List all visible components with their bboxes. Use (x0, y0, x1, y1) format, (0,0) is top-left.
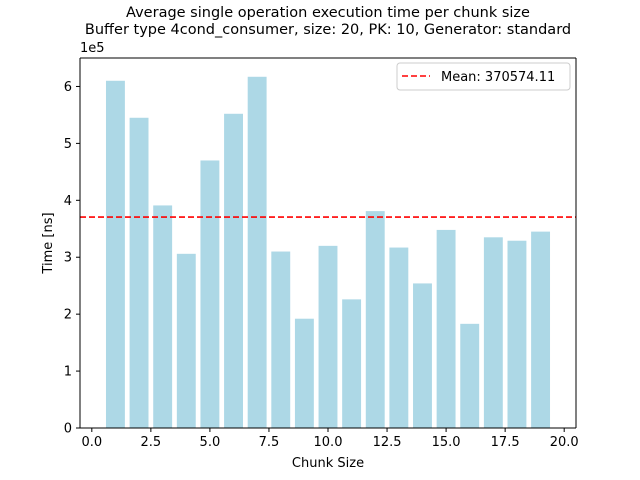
x-tick-label: 17.5 (491, 435, 520, 450)
bar (224, 113, 243, 428)
x-tick-label: 7.5 (259, 435, 280, 450)
bar (200, 160, 220, 428)
y-tick-label: 3 (64, 251, 72, 266)
chart-title: Average single operation execution time … (126, 5, 530, 21)
y-tick-label: 5 (64, 137, 72, 152)
x-tick-label: 20.0 (550, 435, 579, 450)
chart-subtitle: Buffer type 4cond_consumer, size: 20, PK… (85, 22, 571, 38)
legend-mean-label: Mean: 370574.11 (441, 70, 555, 85)
y-tick-label: 6 (64, 80, 72, 95)
y-tick-label: 4 (64, 194, 72, 209)
x-tick-label: 5.0 (200, 435, 221, 450)
legend: Mean: 370574.11 (396, 62, 571, 91)
x-tick-label: 10.0 (314, 435, 343, 450)
bar (271, 251, 291, 428)
bar (247, 76, 267, 428)
bar (342, 299, 362, 428)
x-tick-label: 15.0 (432, 435, 461, 450)
y-offset-label: 1e5 (80, 41, 105, 56)
bar (129, 117, 149, 429)
bar (153, 205, 173, 428)
x-tick-label: 0.0 (81, 435, 102, 450)
bar (507, 240, 527, 428)
bar (460, 323, 480, 428)
bar (389, 247, 409, 428)
bar (105, 80, 125, 429)
y-tick-label: 1 (64, 365, 72, 380)
bar (413, 283, 432, 428)
bar (483, 237, 503, 428)
bar (531, 231, 551, 428)
bar (294, 318, 314, 428)
legend-box (396, 62, 571, 91)
bar (365, 211, 385, 428)
bar (436, 229, 456, 428)
bar (176, 253, 196, 428)
y-tick-label: 2 (64, 308, 72, 323)
y-tick-label: 0 (64, 422, 72, 437)
ticks-group: 0.0 2.5 5.0 7.5 10.0 12.5 15.0 17.5 20.0 0 1 2 3 4 5 6 (64, 80, 579, 450)
x-axis-label: Chunk Size (292, 456, 364, 471)
x-tick-label: 12.5 (373, 435, 402, 450)
bars-group (105, 76, 551, 429)
x-tick-label: 2.5 (141, 435, 162, 450)
bar (318, 245, 338, 428)
y-axis-label: Time [ns] (41, 212, 56, 274)
